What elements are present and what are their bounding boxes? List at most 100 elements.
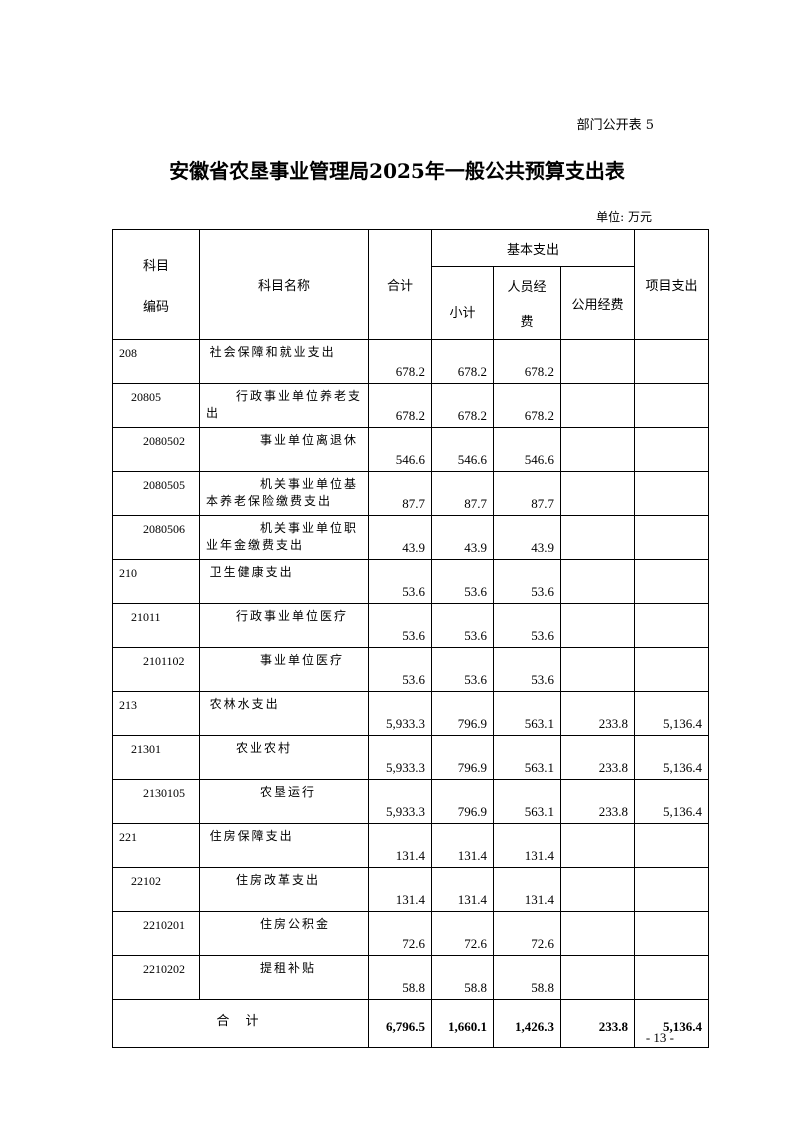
total-cell: 53.6	[368, 647, 432, 692]
subtotal-cell: 87.7	[431, 471, 494, 516]
subject-code: 2080506	[112, 515, 200, 560]
table-row: 2210201 住房公积金 72.6 72.6 72.6	[112, 911, 709, 956]
subject-code: 21301	[112, 735, 200, 780]
subtotal-cell: 796.9	[431, 691, 494, 736]
table-row: 2101102 事业单位医疗 53.6 53.6 53.6	[112, 647, 709, 692]
budget-table: 科目 编码 科目名称 合计 基本支出 项目支出 小计 人员经费 公用经费 208 社…	[112, 229, 709, 1048]
project-cell	[634, 867, 709, 912]
subject-name: 事业单位医疗	[199, 647, 369, 692]
project-cell: 5,136.4	[634, 779, 709, 824]
table-row: 213 农林水支出 5,933.3 796.9 563.1 233.8 5,136.4	[112, 691, 709, 736]
public-cell	[560, 603, 635, 648]
subject-code: 2101102	[112, 647, 200, 692]
table-row: 2080506 机关事业单位职业年金缴费支出 43.9 43.9 43.9	[112, 515, 709, 560]
subtotal-cell: 796.9	[431, 779, 494, 824]
total-cell: 5,933.3	[368, 779, 432, 824]
total-cell: 131.4	[368, 823, 432, 868]
personnel-cell: 87.7	[493, 471, 561, 516]
subject-code: 2080502	[112, 427, 200, 472]
subject-name: 行政事业单位养老支出	[199, 383, 369, 428]
total-cell: 87.7	[368, 471, 432, 516]
public-cell	[560, 471, 635, 516]
public-cell	[560, 559, 635, 604]
header-basic: 基本支出	[431, 229, 635, 267]
table-row: 2130105 农垦运行 5,933.3 796.9 563.1 233.8 5,136.4	[112, 779, 709, 824]
public-cell	[560, 515, 635, 560]
header-public: 公用经费	[560, 266, 635, 340]
table-row: 2080505 机关事业单位基本养老保险缴费支出 87.7 87.7 87.7	[112, 471, 709, 516]
subject-name: 农林水支出	[199, 691, 369, 736]
subtotal-cell: 53.6	[431, 559, 494, 604]
subtotal-cell: 72.6	[431, 911, 494, 956]
public-cell	[560, 823, 635, 868]
subject-code: 221	[112, 823, 200, 868]
header-total: 合计	[368, 229, 432, 340]
personnel-cell: 131.4	[493, 823, 561, 868]
unit-label: 单位: 万元	[596, 210, 652, 224]
subject-code: 2080505	[112, 471, 200, 516]
total-cell: 131.4	[368, 867, 432, 912]
total-project-cell: 5,136.4	[634, 999, 709, 1048]
personnel-cell: 72.6	[493, 911, 561, 956]
personnel-cell: 563.1	[493, 691, 561, 736]
total-cell: 43.9	[368, 515, 432, 560]
subject-code: 210	[112, 559, 200, 604]
table-row: 22102 住房改革支出 131.4 131.4 131.4	[112, 867, 709, 912]
subtotal-cell: 58.8	[431, 955, 494, 1000]
total-cell: 72.6	[368, 911, 432, 956]
total-cell: 58.8	[368, 955, 432, 1000]
project-cell	[634, 955, 709, 1000]
project-cell	[634, 515, 709, 560]
public-cell	[560, 867, 635, 912]
subtotal-cell: 546.6	[431, 427, 494, 472]
project-cell	[634, 647, 709, 692]
subject-name: 住房公积金	[199, 911, 369, 956]
subject-name: 农垦运行	[199, 779, 369, 824]
total-label: 合 计	[112, 999, 369, 1048]
subject-code: 21011	[112, 603, 200, 648]
header-name: 科目名称	[199, 229, 369, 340]
subject-name: 住房改革支出	[199, 867, 369, 912]
subject-code: 208	[112, 339, 200, 384]
total-cell: 53.6	[368, 603, 432, 648]
total-public-cell: 233.8	[560, 999, 635, 1048]
total-cell: 678.2	[368, 339, 432, 384]
total-cell: 53.6	[368, 559, 432, 604]
subject-name: 事业单位离退休	[199, 427, 369, 472]
project-cell	[634, 339, 709, 384]
subject-name: 农业农村	[199, 735, 369, 780]
header-project: 项目支出	[634, 229, 709, 340]
subject-name: 机关事业单位基本养老保险缴费支出	[199, 471, 369, 516]
table-row: 221 住房保障支出 131.4 131.4 131.4	[112, 823, 709, 868]
table-row: 208 社会保障和就业支出 678.2 678.2 678.2	[112, 339, 709, 384]
subject-name: 卫生健康支出	[199, 559, 369, 604]
subtotal-cell: 43.9	[431, 515, 494, 560]
personnel-cell: 53.6	[493, 647, 561, 692]
personnel-cell: 678.2	[493, 383, 561, 428]
subtotal-cell: 796.9	[431, 735, 494, 780]
page-title: 安徽省农垦事业管理局2025年一般公共预算支出表	[169, 159, 625, 183]
subject-code: 2210201	[112, 911, 200, 956]
subject-code: 22102	[112, 867, 200, 912]
project-cell: 5,136.4	[634, 691, 709, 736]
subtotal-cell: 53.6	[431, 603, 494, 648]
table-row: 21301 农业农村 5,933.3 796.9 563.1 233.8 5,136.4	[112, 735, 709, 780]
table-row: 2210202 提租补贴 58.8 58.8 58.8	[112, 955, 709, 1000]
personnel-cell: 563.1	[493, 735, 561, 780]
subject-name: 提租补贴	[199, 955, 369, 1000]
page-number: - 13 -	[645, 1030, 674, 1045]
table-row: 20805 行政事业单位养老支出 678.2 678.2 678.2	[112, 383, 709, 428]
personnel-cell: 58.8	[493, 955, 561, 1000]
subject-name: 住房保障支出	[199, 823, 369, 868]
public-cell: 233.8	[560, 691, 635, 736]
subtotal-cell: 678.2	[431, 383, 494, 428]
subtotal-cell: 53.6	[431, 647, 494, 692]
personnel-cell: 53.6	[493, 559, 561, 604]
header-personnel: 人员经费	[493, 266, 561, 340]
subtotal-cell: 131.4	[431, 867, 494, 912]
total-subtotal-cell: 1,660.1	[431, 999, 494, 1048]
public-cell	[560, 955, 635, 1000]
subject-name: 行政事业单位医疗	[199, 603, 369, 648]
total-cell: 546.6	[368, 427, 432, 472]
public-cell: 233.8	[560, 779, 635, 824]
